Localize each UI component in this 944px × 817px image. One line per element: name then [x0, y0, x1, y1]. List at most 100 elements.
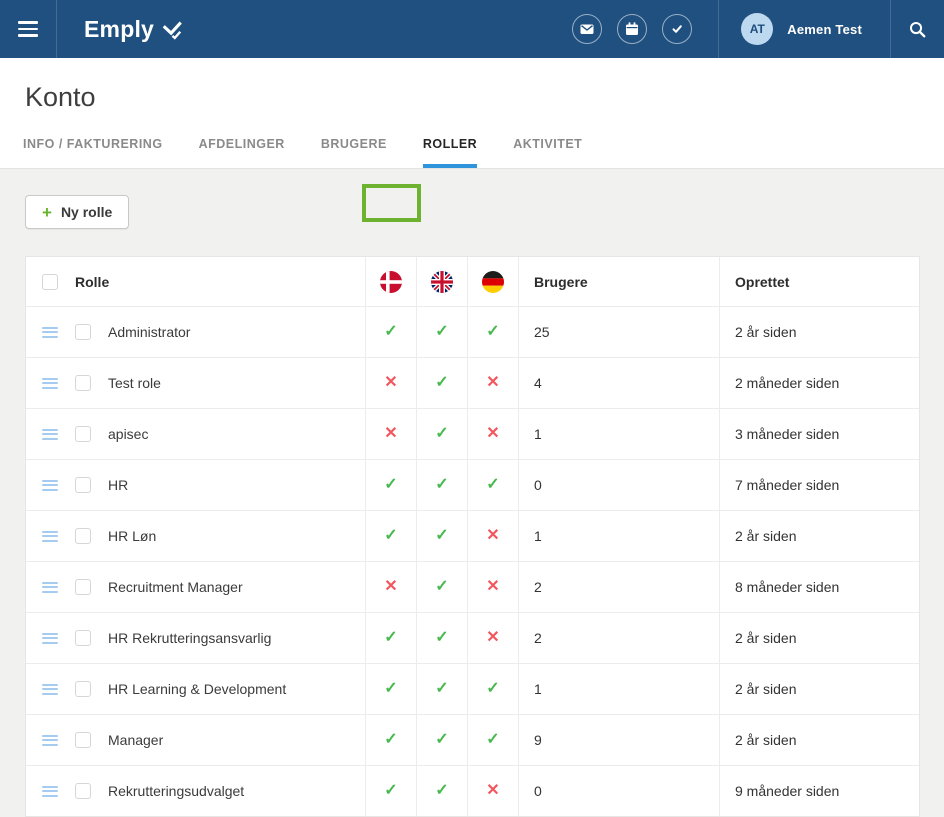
- access-mark-british: ✓: [435, 782, 449, 799]
- access-mark-british: ✓: [435, 476, 449, 493]
- role-name: Test role: [108, 375, 161, 391]
- page-header: Konto INFO / FAKTURERING AFDELINGER BRUG…: [0, 58, 944, 222]
- users-count: 2: [518, 613, 719, 663]
- drag-handle-icon[interactable]: [42, 530, 58, 542]
- created-date: 8 måneder siden: [719, 562, 919, 612]
- drag-handle-icon[interactable]: [42, 377, 58, 389]
- avatar: AT: [741, 13, 774, 45]
- logo-text: Emply: [84, 15, 155, 42]
- mail-icon[interactable]: [572, 14, 603, 44]
- row-checkbox[interactable]: [75, 630, 91, 646]
- created-date: 2 år siden: [719, 307, 919, 357]
- access-mark-german: ✕: [486, 629, 500, 646]
- navbar-icon-group: [572, 14, 693, 44]
- created-date: 2 år siden: [719, 664, 919, 714]
- drag-handle-icon[interactable]: [42, 479, 58, 491]
- users-count: 2: [518, 562, 719, 612]
- access-mark-danish: ✕: [384, 374, 398, 391]
- search-icon[interactable]: [891, 0, 944, 58]
- table-row[interactable]: Test role ✕ ✓ ✕ 4 2 måneder siden: [26, 357, 919, 408]
- drag-handle-icon[interactable]: [42, 428, 58, 440]
- page-title: Konto: [25, 82, 96, 112]
- role-name: HR Rekrutteringsansvarlig: [108, 630, 272, 646]
- users-count: 25: [518, 307, 719, 357]
- created-date: 2 år siden: [719, 613, 919, 663]
- tab-brugere[interactable]: BRUGERE: [320, 137, 387, 151]
- row-checkbox[interactable]: [75, 579, 91, 595]
- role-name: HR: [108, 477, 129, 493]
- created-date: 7 måneder siden: [719, 460, 919, 510]
- table-row[interactable]: Manager ✓ ✓ ✓ 9 2 år siden: [26, 714, 919, 765]
- role-name: Rekrutteringsudvalget: [108, 783, 245, 799]
- access-mark-danish: ✕: [384, 578, 398, 595]
- access-mark-danish: ✓: [384, 527, 398, 544]
- access-mark-german: ✓: [486, 323, 500, 340]
- role-name: Recruitment Manager: [108, 579, 243, 595]
- tasks-check-icon[interactable]: [662, 14, 693, 44]
- table-row[interactable]: Administrator ✓ ✓ ✓ 25 2 år siden: [26, 306, 919, 357]
- row-checkbox[interactable]: [75, 324, 91, 340]
- tab-roller[interactable]: ROLLER: [422, 137, 478, 168]
- drag-handle-icon[interactable]: [42, 632, 58, 644]
- table-row[interactable]: HR Rekrutteringsansvarlig ✓ ✓ ✕ 2 2 år s…: [26, 612, 919, 663]
- access-mark-german: ✓: [486, 680, 500, 697]
- column-header-flag-british: [416, 257, 467, 306]
- access-mark-danish: ✓: [384, 476, 398, 493]
- column-header-flag-danish: [365, 257, 416, 306]
- access-mark-german: ✕: [486, 374, 500, 391]
- plus-icon: +: [42, 202, 52, 222]
- new-role-button[interactable]: + Ny rolle: [25, 195, 130, 229]
- access-mark-british: ✓: [435, 425, 449, 442]
- role-name: Manager: [108, 732, 164, 748]
- access-mark-german: ✓: [486, 731, 500, 748]
- user-menu[interactable]: AT Aemen Test: [719, 0, 890, 58]
- column-header-created: Oprettet: [719, 257, 919, 306]
- row-checkbox[interactable]: [75, 681, 91, 697]
- drag-handle-icon[interactable]: [42, 734, 58, 746]
- table-header-row: Rolle: [26, 257, 919, 306]
- select-all-checkbox[interactable]: [42, 273, 58, 290]
- table-row[interactable]: Recruitment Manager ✕ ✓ ✕ 2 8 måneder si…: [26, 561, 919, 612]
- access-mark-danish: ✓: [384, 323, 398, 340]
- table-row[interactable]: HR ✓ ✓ ✓ 0 7 måneder siden: [26, 459, 919, 510]
- tab-afdelinger[interactable]: AFDELINGER: [198, 137, 285, 151]
- access-mark-british: ✓: [435, 680, 449, 697]
- access-mark-german: ✕: [486, 578, 500, 595]
- table-row[interactable]: HR Learning & Development ✓ ✓ ✓ 1 2 år s…: [26, 663, 919, 714]
- access-mark-danish: ✓: [384, 782, 398, 799]
- role-name: apisec: [108, 426, 149, 442]
- drag-handle-icon[interactable]: [42, 581, 58, 593]
- row-checkbox[interactable]: [75, 528, 91, 544]
- access-mark-german: ✕: [486, 782, 500, 799]
- access-mark-german: ✕: [486, 527, 500, 544]
- access-mark-british: ✓: [435, 629, 449, 646]
- created-date: 9 måneder siden: [719, 766, 919, 816]
- tab-info-fakturering[interactable]: INFO / FAKTURERING: [23, 137, 163, 151]
- logo-mark-icon: [161, 18, 183, 40]
- column-header-role: Rolle: [75, 273, 110, 290]
- access-mark-british: ✓: [435, 323, 449, 340]
- calendar-icon[interactable]: [617, 14, 648, 44]
- drag-handle-icon[interactable]: [42, 326, 58, 338]
- tab-aktivitet[interactable]: AKTIVITET: [513, 137, 583, 151]
- table-row[interactable]: apisec ✕ ✓ ✕ 1 3 måneder siden: [26, 408, 919, 459]
- row-checkbox[interactable]: [75, 426, 91, 442]
- role-name: HR Learning & Development: [108, 681, 287, 697]
- hamburger-menu-icon[interactable]: [0, 0, 57, 58]
- users-count: 1: [518, 409, 719, 459]
- access-mark-danish: ✓: [384, 680, 398, 697]
- access-mark-british: ✓: [435, 527, 449, 544]
- table-row[interactable]: Rekrutteringsudvalget ✓ ✓ ✕ 0 9 måneder …: [26, 765, 919, 816]
- drag-handle-icon[interactable]: [42, 683, 58, 695]
- row-checkbox[interactable]: [75, 783, 91, 799]
- row-checkbox[interactable]: [75, 732, 91, 748]
- row-checkbox[interactable]: [75, 477, 91, 493]
- created-date: 2 måneder siden: [719, 358, 919, 408]
- users-count: 1: [518, 511, 719, 561]
- column-header-flag-german: [467, 257, 518, 306]
- access-mark-german: ✓: [486, 476, 500, 493]
- table-row[interactable]: HR Løn ✓ ✓ ✕ 1 2 år siden: [26, 510, 919, 561]
- role-name: Administrator: [108, 324, 191, 340]
- row-checkbox[interactable]: [75, 375, 91, 391]
- emply-logo[interactable]: Emply: [84, 0, 183, 58]
